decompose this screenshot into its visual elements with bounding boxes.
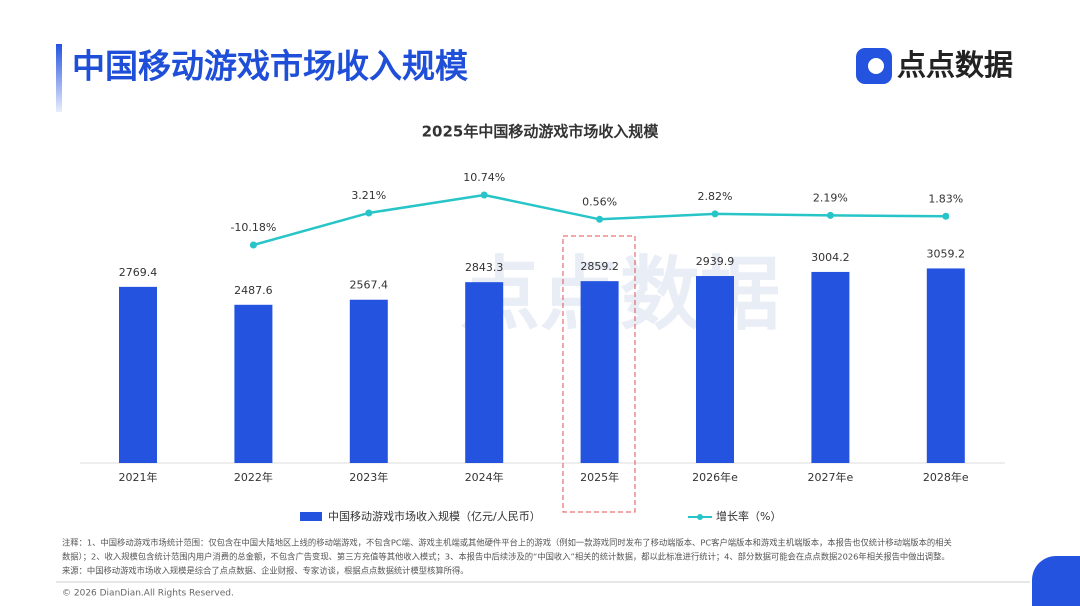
legend-swatch	[300, 512, 322, 521]
data-label: 1.83%	[928, 192, 963, 205]
bar	[119, 286, 157, 463]
legend: 中国移动游戏市场收入规模（亿元/人民币） 增长率（%）	[300, 509, 781, 523]
bar	[811, 271, 850, 463]
data-label: 2939.9	[696, 255, 735, 268]
line-point	[249, 241, 257, 249]
x-tick-label: 2024年	[465, 470, 504, 484]
footnote: 注释：1、中国移动游戏市场统计范围：仅包含在中国大陆地区上线的移动端游戏，不包含…	[62, 538, 952, 548]
data-label: 10.74%	[463, 171, 505, 184]
line-point	[480, 191, 488, 199]
x-tick-label: 2026年e	[692, 470, 738, 484]
data-label: 2.82%	[698, 190, 733, 203]
legend-label: 增长率（%）	[716, 509, 781, 523]
x-tick-label: 2028年e	[923, 470, 969, 484]
x-tick-label: 2025年	[580, 470, 619, 484]
corner-decoration	[1032, 556, 1080, 606]
footnote: 数据）；2、收入规模包含统计范围内用户消费的总金额，不包含广告变现、第三方充值等…	[62, 552, 950, 562]
data-label: 2843.3	[465, 261, 504, 274]
chart-title: 2025年中国移动游戏市场收入规模	[422, 123, 660, 141]
title-accent	[56, 44, 62, 112]
logo-icon-dot	[868, 58, 884, 74]
x-tick-label: 2021年	[119, 470, 158, 484]
legend-label: 中国移动游戏市场收入规模（亿元/人民币）	[328, 509, 541, 523]
data-label: 0.56%	[582, 195, 617, 208]
data-label: 2769.4	[119, 266, 158, 279]
data-label: 2487.6	[234, 284, 273, 297]
legend-swatch	[697, 514, 703, 520]
bar	[926, 268, 965, 463]
x-tick-label: 2022年	[234, 470, 273, 484]
bar	[465, 282, 504, 463]
data-label: 2.19%	[813, 191, 848, 204]
bar	[696, 276, 734, 463]
logo: 点点数据	[856, 48, 1013, 84]
data-label: 2567.4	[350, 279, 389, 292]
bar	[234, 304, 273, 463]
line-point	[365, 209, 373, 217]
line-point	[942, 212, 950, 220]
data-label: 3059.2	[927, 247, 966, 260]
x-tick-label: 2023年	[349, 470, 388, 484]
footnote: 来源：中国移动游戏市场收入规模是综合了点点数据、企业财报、专家访谈，根据点点数据…	[62, 566, 469, 576]
bar	[580, 281, 619, 463]
data-label: 2859.2	[580, 260, 619, 273]
page-title: 中国移动游戏市场收入规模	[72, 47, 469, 86]
highlight-box	[562, 235, 636, 513]
line-point	[711, 210, 719, 218]
line-point	[596, 215, 604, 223]
data-label: -10.18%	[230, 221, 276, 234]
bar	[349, 299, 388, 463]
copyright: © 2026 DianDian.All Rights Reserved.	[62, 589, 234, 599]
line-point	[826, 211, 834, 219]
logo-text: 点点数据	[897, 48, 1013, 82]
x-tick-label: 2027年e	[808, 470, 854, 484]
data-label: 3.21%	[351, 189, 386, 202]
data-label: 3004.2	[811, 251, 850, 264]
